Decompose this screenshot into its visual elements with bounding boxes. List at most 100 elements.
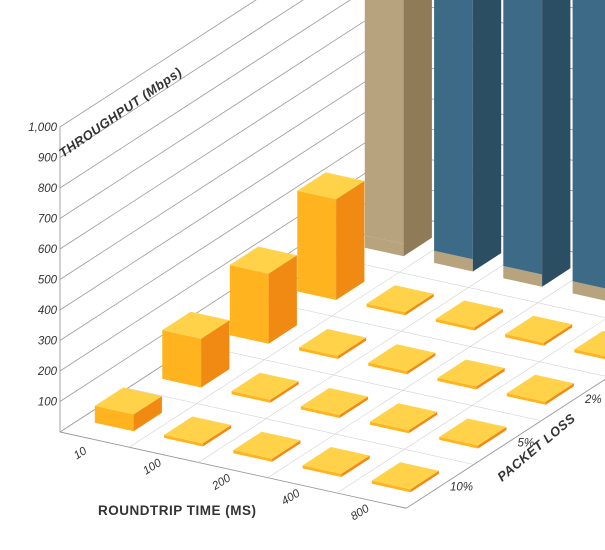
bar-side-face [405,293,434,316]
bar-front-face [434,0,473,260]
y-tick-label-left: 100 [38,397,58,409]
bar-side-face [270,381,299,403]
packet-loss-tick-label: 10% [450,481,473,493]
chart-walls [59,0,605,509]
bar-top-face [94,387,162,415]
bar-front-face [505,334,544,346]
floor-gridline [262,300,605,377]
bar-800-5% [439,418,507,449]
bar-front-face [435,318,475,331]
floor-gridline [329,256,605,318]
x-tick-label: 400 [280,487,303,508]
bar-10-.1% [364,0,432,257]
bar-front-face [370,421,409,434]
bar-100-1% [366,285,434,316]
y-tick-label-left: 900 [38,153,58,165]
left-wall-gridline [59,0,398,219]
x-axis-title: ROUNDTRIP TIME (MS) [98,503,257,518]
left-wall-gridline [59,0,351,189]
bar-200-.1% [503,0,571,287]
floor-gridline [194,344,542,422]
floor-gridline [127,387,474,465]
y-tick-label-left: 1,000 [28,122,57,134]
bar-top-face [162,311,230,339]
bar-side-face [472,0,502,272]
bar-top-face [371,462,439,490]
bar-group [94,0,605,493]
bar-front-face [302,465,342,477]
bar-side-face [545,383,574,405]
packet-loss-tick-label: 2% [584,394,602,406]
bar-200-1% [435,300,503,331]
y-axis-title: THROUGHPUT (Mbps) [56,64,185,160]
x-tick-label: 10 [72,445,90,462]
bar-400-10% [302,447,370,477]
bar-side-face [410,470,439,493]
bar-front-face [299,347,338,359]
bar-front-face [364,0,404,244]
left-wall-gridline [59,0,257,128]
bar-400-.1% [572,0,605,301]
bar-100-2% [299,329,367,359]
y-tick-label-left: 400 [38,305,58,317]
bar-side-face [403,0,432,257]
bar-front-face [437,377,477,390]
bar-100-5% [231,372,299,403]
bar-10-10% [94,387,162,432]
bar-front-face [368,362,408,375]
bar-top-face [299,329,367,356]
y-tick-label-left: 200 [37,366,58,378]
bar-top-face [370,403,438,431]
bar-side-face [542,0,571,287]
x-tick-label: 200 [210,472,234,493]
left-wall-gridline [59,29,398,250]
bar-400-5% [370,403,438,434]
bar-top-face [506,374,574,402]
bar-front-face [233,450,273,462]
y-tick-label-left: 300 [38,336,58,348]
bar-base [364,235,404,257]
floor-gridline [336,318,605,494]
bar-10-5% [162,311,230,388]
bar-base [572,281,605,301]
left-wall-gridline [59,121,398,341]
y-tick-label-left: 700 [38,214,58,226]
bar-top-face [229,246,297,274]
y-tick-label-left: 500 [38,275,58,287]
bar-side-face [476,368,505,390]
back-wall-gridline [535,0,605,16]
bar-top-face [366,285,434,313]
bar-200-2% [368,344,436,375]
bar-side-face [336,180,365,300]
bar-200-10% [233,431,301,462]
bar-top-face [302,447,370,474]
bar-top-face [164,416,232,444]
bar-100-.1% [434,0,502,272]
left-wall-gridline [59,90,398,311]
bar-800-10% [371,462,439,493]
bar-front-face [574,349,605,360]
bar-side-face [202,425,232,447]
bar-front-face [572,0,605,289]
bar-side-face [474,309,503,331]
bar-side-face [201,320,230,388]
bar-10-2% [229,246,297,344]
bar-top-face [233,431,301,459]
floor-front-edge [59,431,407,509]
x-tick-label: 800 [349,503,372,524]
bar-front-face [162,330,202,388]
floor-gridline [129,228,467,448]
bar-side-face [268,255,297,344]
bar-front-face [297,190,337,300]
left-wall-gridline [59,0,304,158]
bar-front-face [503,0,543,275]
bar-top-face [231,372,299,400]
bar-base [434,250,473,272]
y-tick-label-left: 800 [38,183,58,195]
bar-side-face [133,396,162,432]
bar-top-face [437,359,505,387]
bar-top-face [439,418,507,446]
bar-top-face [574,331,605,357]
bar-front-face [300,406,340,418]
